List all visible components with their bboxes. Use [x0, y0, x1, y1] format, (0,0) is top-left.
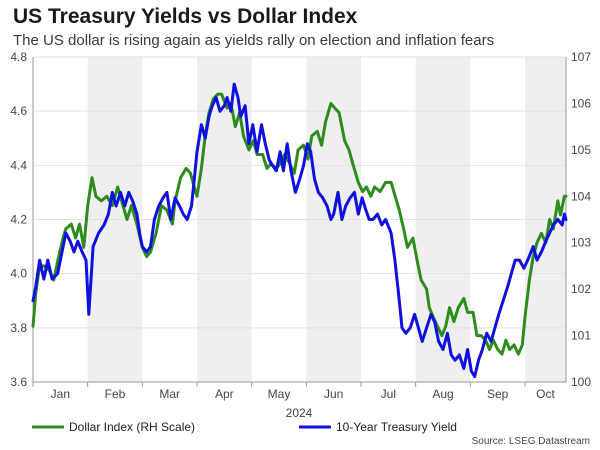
right-tick-label: 107	[571, 50, 591, 64]
x-tick-label: Mar	[159, 387, 180, 401]
left-tick-label: 3.6	[10, 375, 27, 389]
gridlines	[33, 56, 566, 383]
x-tick-label: Feb	[105, 387, 126, 401]
source-note: Source: LSEG Datastream	[472, 436, 590, 447]
x-tick-label: Apr	[215, 387, 234, 401]
left-tick-label: 4.0	[10, 267, 27, 281]
legend-label-yield: 10-Year Treasury Yield	[336, 420, 457, 434]
left-tick-label: 4.2	[10, 213, 27, 227]
series-line-dollar-index	[31, 92, 568, 356]
series-line-treasury-yield	[31, 82, 568, 379]
right-tick-label: 100	[571, 375, 591, 389]
right-tick-label: 102	[571, 282, 591, 296]
x-tick-label: Oct	[536, 387, 555, 401]
left-tick-label: 3.8	[10, 321, 27, 335]
right-tick-label: 104	[571, 189, 591, 203]
legend: Dollar Index (RH Scale) 10-Year Treasury…	[32, 420, 457, 434]
x-tick-label: Jun	[324, 387, 343, 401]
right-tick-label: 103	[571, 236, 591, 250]
right-tick-label: 101	[571, 329, 591, 343]
x-tick-label: Jul	[381, 387, 396, 401]
x-tick-label: Aug	[432, 387, 453, 401]
right-axis: 100 101 102 103 104 105 106 107	[571, 50, 591, 389]
chart-subtitle: The US dollar is rising again as yields …	[13, 32, 495, 49]
left-tick-label: 4.6	[10, 104, 27, 118]
left-tick-label: 4.8	[10, 50, 27, 64]
left-tick-label: 4.4	[10, 158, 27, 172]
x-tick-label: May	[268, 387, 291, 401]
right-tick-label: 106	[571, 96, 591, 110]
chart-title: US Treasury Yields vs Dollar Index	[13, 5, 358, 28]
x-tick-label: Jan	[51, 387, 70, 401]
x-axis: Jan Feb Mar Apr May Jun Jul Aug Sep Oct	[51, 387, 556, 401]
series-layer	[31, 82, 568, 379]
left-axis: 3.6 3.8 4.0 4.2 4.4 4.6 4.8	[10, 50, 27, 389]
x-tick-label: Sep	[487, 387, 509, 401]
x-axis-year-label: 2024	[286, 406, 313, 420]
right-tick-label: 105	[571, 143, 591, 157]
legend-label-dollar: Dollar Index (RH Scale)	[69, 420, 195, 434]
